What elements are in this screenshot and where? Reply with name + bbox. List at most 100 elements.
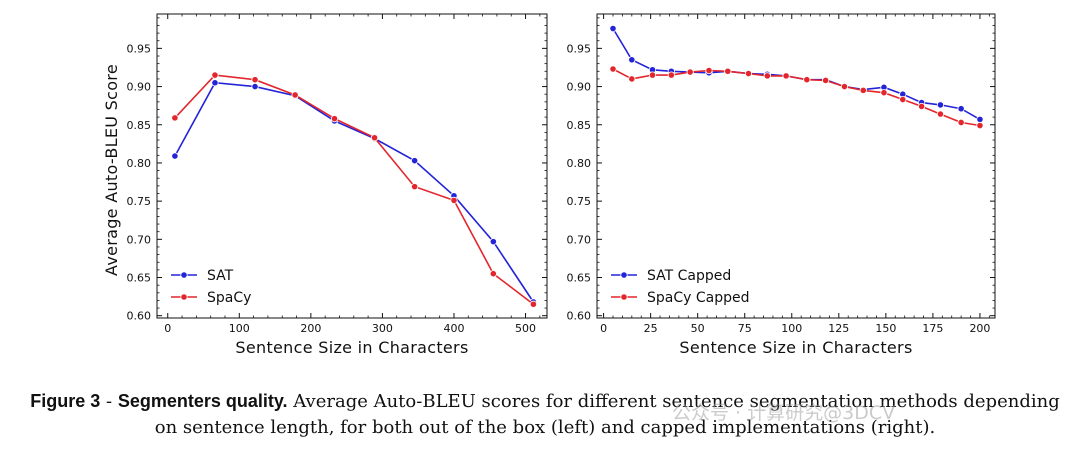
chart-right-series-sat-capped-point (628, 56, 636, 64)
chart-left-frame (156, 13, 548, 319)
figure-caption: Figure 3 - Segmenters quality. Average A… (30, 388, 1060, 441)
watermark-text: 公众号 · 计算研究@3DCV (672, 402, 896, 424)
chart-right-xtick-label: 0 (600, 322, 607, 335)
chart-right-series-spacy-capped-point (667, 71, 675, 79)
chart-left-series-spacy-point (411, 183, 419, 191)
chart-right-series-spacy-capped-point (628, 75, 636, 83)
chart-right-ytick-label: 0.95 (567, 42, 592, 55)
chart-right-series-spacy-capped-point (918, 102, 926, 111)
chart-left-xtick-label: 400 (443, 322, 464, 335)
chart-left-legend: SAT SpaCy (171, 268, 251, 306)
chart-left-xtick-label: 0 (164, 322, 171, 335)
chart-left-series-spacy-point (370, 134, 379, 142)
chart-right-series-spacy-capped-point (899, 95, 907, 104)
chart-right-xtick-label: 125 (828, 322, 849, 335)
caption-title: Segmenters quality. (117, 391, 288, 411)
chart-right-series-spacy-capped-point (686, 68, 694, 76)
chart-right-series-spacy-capped-point (976, 121, 984, 130)
chart-right-ytick-label: 0.85 (567, 119, 592, 132)
chart-right-xtick-label: 100 (781, 322, 802, 335)
chart-right-xtick-label: 25 (644, 322, 658, 335)
chart-left-ytick-label: 0.85 (127, 119, 152, 132)
chart-left-series-sat-point (251, 82, 259, 91)
chart-right-xtick-label: 175 (922, 322, 943, 335)
chart-left-ytick-label: 0.95 (127, 42, 152, 55)
chart-left-ylabel: Average Auto-BLEU Score (102, 64, 121, 276)
chart-left-series-sat-point (411, 157, 419, 165)
chart-left-series-spacy-point (529, 300, 538, 308)
chart-left-series-spacy (171, 71, 538, 308)
chart-left-legend-marker (180, 271, 188, 279)
chart-left-series-spacy-point (291, 91, 299, 99)
chart-right-series-sat-capped-point (976, 115, 984, 124)
chart-right-ytick-label: 0.75 (567, 195, 592, 208)
chart-left-series-spacy-point (450, 196, 458, 204)
chart-right-legend-label: SpaCy Capped (647, 290, 750, 306)
chart-right-series-spacy-capped-point (724, 67, 732, 75)
chart-left-series-spacy-point (489, 270, 497, 278)
chart-right-series-spacy-capped-point (609, 65, 617, 73)
chart-right-legend-label: SAT Capped (647, 268, 731, 284)
chart-left-series-spacy-point (211, 71, 219, 79)
chart-left-ytick-label: 0.75 (127, 195, 152, 208)
chart-left-series-sat-point (211, 79, 219, 87)
chart-right-series-spacy-capped-point (782, 72, 790, 80)
chart-left-xtick-label: 500 (515, 322, 536, 335)
chart-left-series-spacy-line (174, 74, 534, 305)
chart-right-ytick-label: 0.70 (567, 233, 592, 246)
chart-right: 0.60 0.65 0.70 0.75 0.80 0.85 0.90 0.95 0 25 50 75 1… (567, 13, 996, 357)
chart-right-series-sat-capped-point (957, 105, 965, 113)
caption-figure-number: Figure 3 (30, 391, 101, 411)
figure: 0.60 0.65 0.70 0.75 0.80 0.85 0.90 0.95 0 100 200 3… (102, 13, 996, 357)
chart-left-xlabel: Sentence Size in Characters (235, 338, 468, 357)
chart-left-xtick-label: 200 (300, 322, 321, 335)
chart-left-series-sat-line (174, 81, 535, 303)
chart-right-series-spacy-capped-point (705, 66, 713, 75)
chart-right-xtick-label: 150 (875, 322, 896, 335)
caption-text: Average Auto-BLEU scores for different s… (154, 391, 1060, 438)
figure-svg: 0.60 0.65 0.70 0.75 0.80 0.85 0.90 0.95 0 100 200 3… (102, 13, 996, 357)
chart-right-series-spacy-capped-point (648, 71, 657, 79)
chart-left-ytick-label: 0.90 (127, 81, 152, 94)
chart-left-xtick-label: 300 (372, 322, 393, 335)
chart-right-series-spacy-capped-point (803, 76, 811, 84)
chart-right-frame (596, 13, 996, 319)
chart-right-xtick-label: 50 (691, 322, 705, 335)
chart-right-series-spacy-capped-point (744, 69, 753, 78)
chart-right-series-spacy-capped-point (957, 118, 965, 127)
chart-left-ytick-label: 0.80 (127, 157, 152, 170)
caption-separator: - (100, 391, 118, 412)
chart-right-series-spacy-capped-point (859, 86, 867, 94)
chart-right-ytick-label: 0.80 (567, 157, 592, 170)
chart-left-ytick-label: 0.65 (127, 272, 152, 285)
chart-left-legend-label: SpaCy (207, 290, 251, 306)
chart-left: 0.60 0.65 0.70 0.75 0.80 0.85 0.90 0.95 0 100 200 3… (102, 13, 548, 357)
chart-right-legend: SAT Capped SpaCy Capped (611, 268, 750, 306)
chart-left-ytick-label: 0.60 (127, 310, 152, 323)
chart-right-ytick-label: 0.65 (567, 272, 592, 285)
chart-right-series-spacy-capped-point (936, 110, 945, 118)
chart-right-series-spacy-capped-point (822, 76, 830, 85)
chart-right-ytick-label: 0.90 (567, 81, 592, 94)
chart-left-legend-label: SAT (207, 268, 234, 284)
chart-right-series-spacy-capped-line (612, 68, 981, 127)
chart-left-legend-marker (180, 293, 188, 301)
chart-right-xlabel: Sentence Size in Characters (679, 338, 912, 357)
chart-right-series-sat-capped-point (609, 24, 617, 33)
chart-right-series-spacy-capped-point (840, 82, 849, 91)
chart-right-series-spacy-capped-point (763, 72, 771, 80)
chart-right-series-spacy-capped (609, 65, 984, 130)
chart-right-ytick-label: 0.60 (567, 310, 592, 323)
chart-right-xtick-label: 200 (969, 322, 990, 335)
chart-right-legend-marker (620, 293, 628, 301)
chart-left-series-sat-point (489, 238, 497, 246)
chart-right-series-spacy-capped-point (880, 89, 888, 97)
chart-left-series-spacy-point (171, 114, 179, 122)
chart-left-xtick-label: 100 (229, 322, 250, 335)
chart-left-ytick-label: 0.70 (127, 233, 152, 246)
chart-left-series-spacy-point (330, 115, 339, 123)
chart-right-legend-marker (620, 271, 628, 279)
chart-right-xtick-label: 75 (738, 322, 752, 335)
chart-right-series-sat-capped-point (936, 101, 945, 109)
chart-left-series-spacy-point (251, 76, 259, 84)
